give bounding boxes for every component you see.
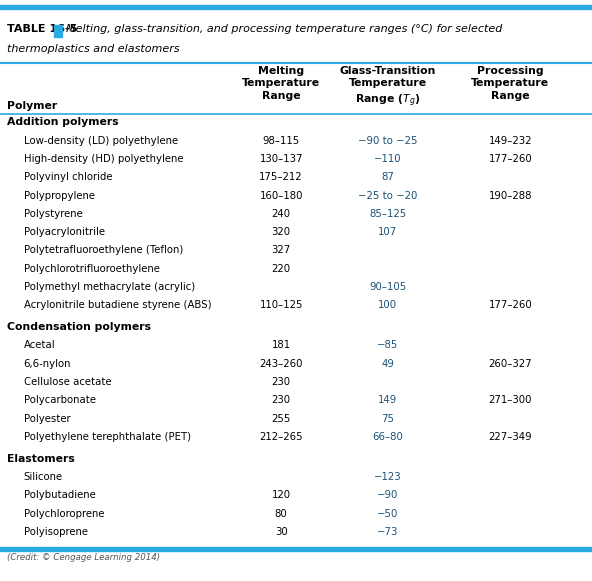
Text: 175–212: 175–212 — [259, 172, 303, 182]
Text: −50: −50 — [377, 508, 398, 519]
Text: High-density (HD) polyethylene: High-density (HD) polyethylene — [24, 154, 183, 164]
Text: −73: −73 — [377, 527, 398, 537]
Text: 190–288: 190–288 — [488, 191, 532, 200]
Text: 110–125: 110–125 — [259, 300, 303, 310]
Text: 260–327: 260–327 — [488, 358, 532, 369]
Text: 230: 230 — [272, 395, 291, 406]
Text: Glass-Transition
Temperature
Range ($T_g$): Glass-Transition Temperature Range ($T_g… — [340, 66, 436, 109]
Text: 85–125: 85–125 — [369, 209, 406, 219]
Text: Polypropylene: Polypropylene — [24, 191, 95, 200]
Text: 243–260: 243–260 — [259, 358, 303, 369]
Text: 80: 80 — [275, 508, 288, 519]
Text: Acrylonitrile butadiene styrene (ABS): Acrylonitrile butadiene styrene (ABS) — [24, 300, 211, 310]
Text: 181: 181 — [272, 340, 291, 350]
Text: −123: −123 — [374, 472, 401, 482]
Text: 66–80: 66–80 — [372, 432, 403, 442]
Text: Polymethyl methacrylate (acrylic): Polymethyl methacrylate (acrylic) — [24, 282, 195, 292]
Text: −90 to −25: −90 to −25 — [358, 135, 417, 146]
Text: 227–349: 227–349 — [488, 432, 532, 442]
Text: Cellulose acetate: Cellulose acetate — [24, 377, 111, 387]
Text: 130–137: 130–137 — [259, 154, 303, 164]
Text: Polyester: Polyester — [24, 414, 70, 424]
Text: 230: 230 — [272, 377, 291, 387]
Text: 107: 107 — [378, 227, 397, 237]
Text: Polystyrene: Polystyrene — [24, 209, 82, 219]
Text: Condensation polymers: Condensation polymers — [7, 322, 151, 332]
Text: 87: 87 — [381, 172, 394, 182]
Text: Polyethylene terephthalate (PET): Polyethylene terephthalate (PET) — [24, 432, 191, 442]
Text: 100: 100 — [378, 300, 397, 310]
Bar — [54, 24, 62, 37]
Text: (Credit: © Cengage Learning 2014): (Credit: © Cengage Learning 2014) — [7, 553, 160, 562]
Text: Polyvinyl chloride: Polyvinyl chloride — [24, 172, 112, 182]
Text: Polyacrylonitrile: Polyacrylonitrile — [24, 227, 105, 237]
Text: −90: −90 — [377, 490, 398, 500]
Text: −25 to −20: −25 to −20 — [358, 191, 417, 200]
Text: Elastomers: Elastomers — [7, 454, 75, 464]
Text: Polytetrafluoroethylene (Teflon): Polytetrafluoroethylene (Teflon) — [24, 245, 183, 256]
Text: −110: −110 — [374, 154, 401, 164]
Text: 6,6-nylon: 6,6-nylon — [24, 358, 71, 369]
Bar — [0, 547, 592, 551]
Text: 98–115: 98–115 — [263, 135, 300, 146]
Text: 49: 49 — [381, 358, 394, 369]
Text: −85: −85 — [377, 340, 398, 350]
Text: Addition polymers: Addition polymers — [7, 117, 119, 127]
Bar — [0, 5, 592, 9]
Text: 177–260: 177–260 — [488, 154, 532, 164]
Text: 149: 149 — [378, 395, 397, 406]
Text: Melting
Temperature
Range: Melting Temperature Range — [242, 66, 320, 101]
Text: 75: 75 — [381, 414, 394, 424]
Text: 120: 120 — [272, 490, 291, 500]
Text: 320: 320 — [272, 227, 291, 237]
Text: Silicone: Silicone — [24, 472, 63, 482]
Text: Polychlorotrifluoroethylene: Polychlorotrifluoroethylene — [24, 264, 160, 274]
Text: 271–300: 271–300 — [488, 395, 532, 406]
Text: Low-density (LD) polyethylene: Low-density (LD) polyethylene — [24, 135, 178, 146]
Text: 90–105: 90–105 — [369, 282, 406, 292]
Text: 149–232: 149–232 — [488, 135, 532, 146]
Text: Polychloroprene: Polychloroprene — [24, 508, 104, 519]
Text: 30: 30 — [275, 527, 288, 537]
Text: 255: 255 — [272, 414, 291, 424]
Text: Polybutadiene: Polybutadiene — [24, 490, 95, 500]
Text: 212–265: 212–265 — [259, 432, 303, 442]
Text: Processing
Temperature
Range: Processing Temperature Range — [471, 66, 549, 101]
Text: Polyisoprene: Polyisoprene — [24, 527, 88, 537]
Text: thermoplastics and elastomers: thermoplastics and elastomers — [7, 44, 180, 54]
Text: 327: 327 — [272, 245, 291, 256]
Text: Melting, glass-transition, and processing temperature ranges (°C) for selected: Melting, glass-transition, and processin… — [66, 24, 502, 34]
Text: 220: 220 — [272, 264, 291, 274]
Text: Polymer: Polymer — [7, 101, 57, 111]
Text: 240: 240 — [272, 209, 291, 219]
Text: Polycarbonate: Polycarbonate — [24, 395, 96, 406]
Text: 177–260: 177–260 — [488, 300, 532, 310]
Text: Acetal: Acetal — [24, 340, 55, 350]
Text: TABLE 16-5: TABLE 16-5 — [7, 24, 81, 34]
Text: 160–180: 160–180 — [259, 191, 303, 200]
